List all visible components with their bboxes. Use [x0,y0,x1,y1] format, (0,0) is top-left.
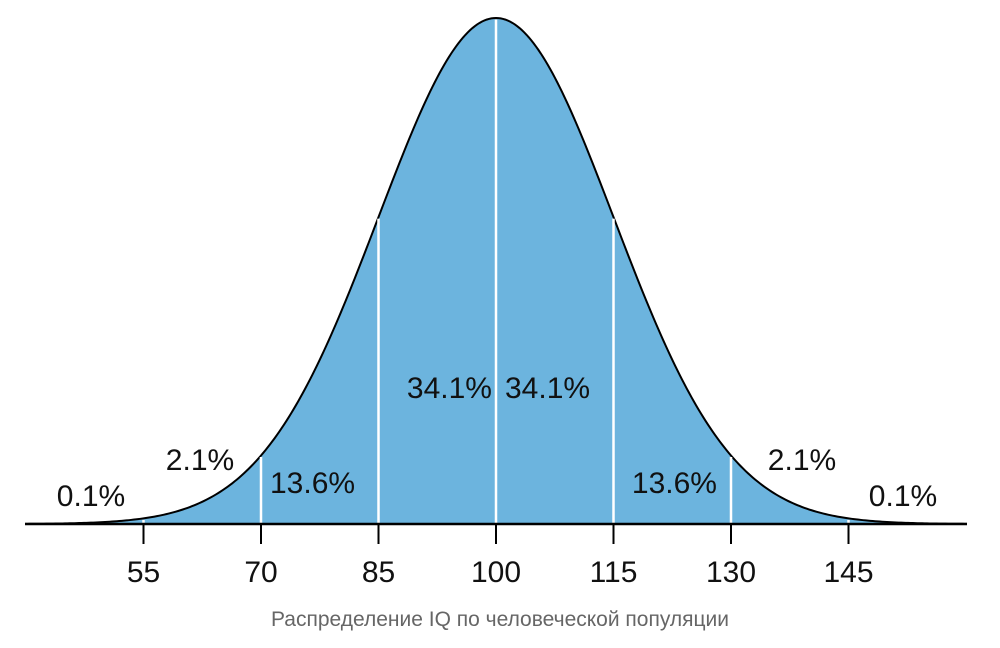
tick-label-70: 70 [244,556,277,589]
band-label-7: 0.1% [869,480,937,513]
band-label-6: 2.1% [768,444,836,477]
tick-label-85: 85 [362,556,395,589]
band-label-5: 13.6% [632,467,717,500]
tick-label-55: 55 [127,556,160,589]
tick-label-145: 145 [823,556,873,589]
tick-label-115: 115 [590,556,638,589]
band-label-2: 13.6% [270,467,355,500]
x-axis-caption: Распределение IQ по человеческой популяц… [271,608,729,631]
label-layer: 0.1% 2.1% 13.6% 34.1% 34.1% 13.6% 2.1% 0.1% [57,372,937,513]
tick-label-130: 130 [706,556,756,589]
band-label-0: 0.1% [57,480,125,513]
tick-label-100: 100 [471,556,521,589]
divider-layer [142,19,850,523]
band-label-1: 2.1% [166,444,234,477]
band-label-4: 34.1% [505,372,590,405]
x-axis: 55 70 85 100 115 130 145 [25,522,967,589]
distribution-curve [24,16,968,525]
band-label-3: 34.1% [407,372,492,405]
